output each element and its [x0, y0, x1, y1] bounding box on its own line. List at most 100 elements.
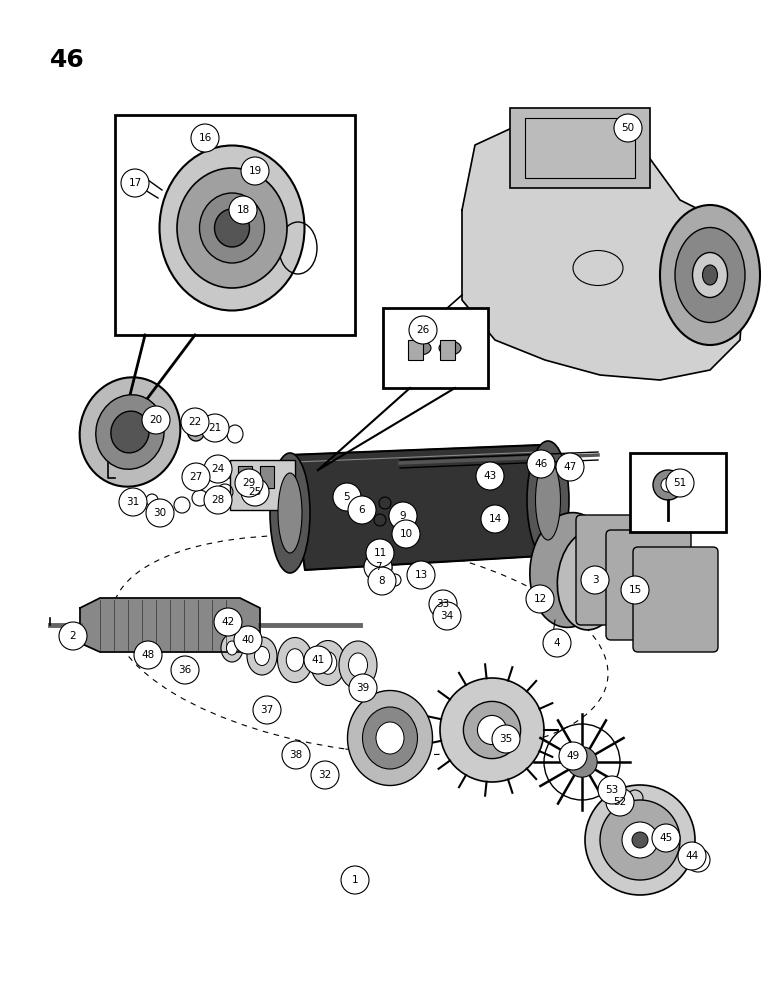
Text: 34: 34 [441, 611, 454, 621]
Text: 28: 28 [211, 495, 225, 505]
Text: 29: 29 [243, 478, 256, 488]
Circle shape [311, 761, 339, 789]
Circle shape [559, 742, 587, 770]
Ellipse shape [200, 193, 264, 263]
Text: 7: 7 [374, 562, 381, 572]
Circle shape [585, 785, 695, 895]
Text: 27: 27 [190, 472, 203, 482]
Circle shape [463, 701, 520, 759]
Circle shape [666, 469, 694, 497]
Text: 11: 11 [374, 548, 387, 558]
Ellipse shape [558, 530, 622, 630]
Circle shape [556, 453, 584, 481]
Text: 2: 2 [69, 631, 76, 641]
Ellipse shape [254, 647, 270, 666]
Text: 10: 10 [399, 529, 413, 539]
Text: 12: 12 [534, 594, 547, 604]
Circle shape [235, 469, 263, 497]
Circle shape [632, 832, 648, 848]
Text: 47: 47 [563, 462, 576, 472]
Text: 21: 21 [208, 423, 222, 433]
Text: 15: 15 [629, 585, 642, 595]
Bar [115, 115, 355, 335]
Ellipse shape [159, 145, 304, 310]
Circle shape [368, 567, 396, 595]
Circle shape [348, 496, 376, 524]
Ellipse shape [80, 377, 180, 487]
Ellipse shape [349, 653, 367, 677]
FancyBboxPatch shape [633, 547, 718, 652]
Circle shape [492, 725, 520, 753]
Circle shape [621, 576, 649, 604]
Ellipse shape [278, 473, 302, 553]
Ellipse shape [363, 707, 417, 769]
Ellipse shape [527, 441, 569, 559]
Ellipse shape [221, 634, 243, 662]
Circle shape [440, 678, 544, 782]
Circle shape [622, 822, 658, 858]
Circle shape [142, 406, 170, 434]
Text: 39: 39 [356, 683, 370, 693]
Circle shape [201, 414, 229, 442]
Text: 19: 19 [248, 166, 261, 176]
Bar [630, 453, 726, 532]
Ellipse shape [339, 641, 377, 689]
Circle shape [134, 641, 162, 669]
Circle shape [258, 163, 266, 171]
Ellipse shape [439, 341, 461, 355]
Circle shape [600, 800, 680, 880]
Circle shape [477, 715, 506, 745]
Polygon shape [80, 598, 260, 652]
Circle shape [171, 656, 199, 684]
Polygon shape [462, 115, 745, 380]
Ellipse shape [310, 641, 346, 686]
Ellipse shape [215, 209, 250, 247]
Text: 25: 25 [248, 487, 261, 497]
Text: 52: 52 [613, 797, 626, 807]
Text: 45: 45 [659, 833, 672, 843]
Text: 24: 24 [211, 464, 225, 474]
Text: 20: 20 [150, 415, 162, 425]
Ellipse shape [348, 690, 432, 786]
Ellipse shape [226, 641, 237, 655]
Circle shape [241, 157, 269, 185]
Ellipse shape [286, 649, 303, 671]
Circle shape [407, 561, 435, 589]
Ellipse shape [278, 638, 313, 682]
Ellipse shape [187, 419, 205, 441]
Ellipse shape [376, 722, 404, 754]
Circle shape [349, 674, 377, 702]
Ellipse shape [319, 652, 337, 674]
Circle shape [543, 629, 571, 657]
Bar [260, 466, 274, 488]
Circle shape [476, 462, 504, 490]
Text: 1: 1 [352, 875, 358, 885]
Ellipse shape [409, 341, 431, 355]
Ellipse shape [177, 168, 287, 288]
Circle shape [182, 463, 210, 491]
Circle shape [304, 646, 332, 674]
Circle shape [214, 608, 242, 636]
Circle shape [241, 478, 269, 506]
Text: 53: 53 [605, 785, 619, 795]
Ellipse shape [536, 460, 561, 540]
Circle shape [527, 450, 555, 478]
Text: 3: 3 [592, 575, 598, 585]
Circle shape [253, 696, 281, 724]
Text: 35: 35 [499, 734, 512, 744]
Ellipse shape [270, 453, 310, 573]
Bar [238, 466, 252, 488]
Circle shape [598, 776, 626, 804]
Text: 37: 37 [261, 705, 274, 715]
Circle shape [282, 741, 310, 769]
Text: 17: 17 [129, 178, 142, 188]
Circle shape [614, 114, 642, 142]
Ellipse shape [191, 424, 201, 436]
Bar [408, 340, 423, 360]
Text: 49: 49 [566, 751, 580, 761]
Circle shape [567, 747, 597, 777]
Circle shape [119, 488, 147, 516]
Ellipse shape [96, 395, 165, 469]
Circle shape [333, 483, 361, 511]
Bar [525, 118, 635, 178]
